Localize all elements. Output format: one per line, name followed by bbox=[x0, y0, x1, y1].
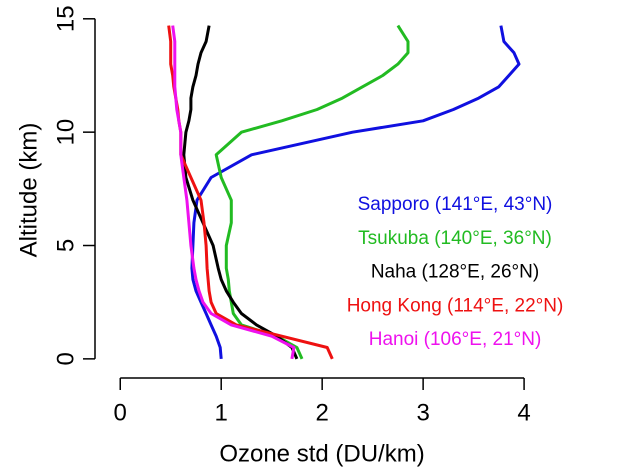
y-tick-label: 15 bbox=[52, 5, 79, 32]
profile-line bbox=[214, 24, 410, 360]
profile-line bbox=[171, 25, 296, 360]
legend-entry: Hanoi (106°E, 21°N) bbox=[369, 329, 542, 350]
y-tick-label: 0 bbox=[52, 352, 79, 365]
x-tick-label: 3 bbox=[416, 399, 429, 426]
profile-line bbox=[167, 25, 334, 360]
y-axis-label: Altitude (km) bbox=[15, 123, 42, 258]
y-tick-label: 5 bbox=[52, 239, 79, 252]
x-tick-label: 1 bbox=[215, 399, 228, 426]
profile-line bbox=[182, 25, 299, 360]
x-axis-label: Ozone std (DU/km) bbox=[219, 440, 424, 467]
x-tick-label: 0 bbox=[114, 399, 127, 426]
y-tick-label: 10 bbox=[52, 119, 79, 146]
legend-entry: Hong Kong (114°E, 22°N) bbox=[347, 295, 564, 316]
legend-entry: Naha (128°E, 26°N) bbox=[371, 262, 539, 283]
legend-entry: Sapporo (141°E, 43°N) bbox=[358, 194, 553, 215]
x-tick-label: 4 bbox=[517, 399, 530, 426]
profile-line bbox=[190, 25, 521, 360]
x-tick-label: 2 bbox=[315, 399, 328, 426]
legend-entry: Tsukuba (140°E, 36°N) bbox=[358, 228, 552, 249]
